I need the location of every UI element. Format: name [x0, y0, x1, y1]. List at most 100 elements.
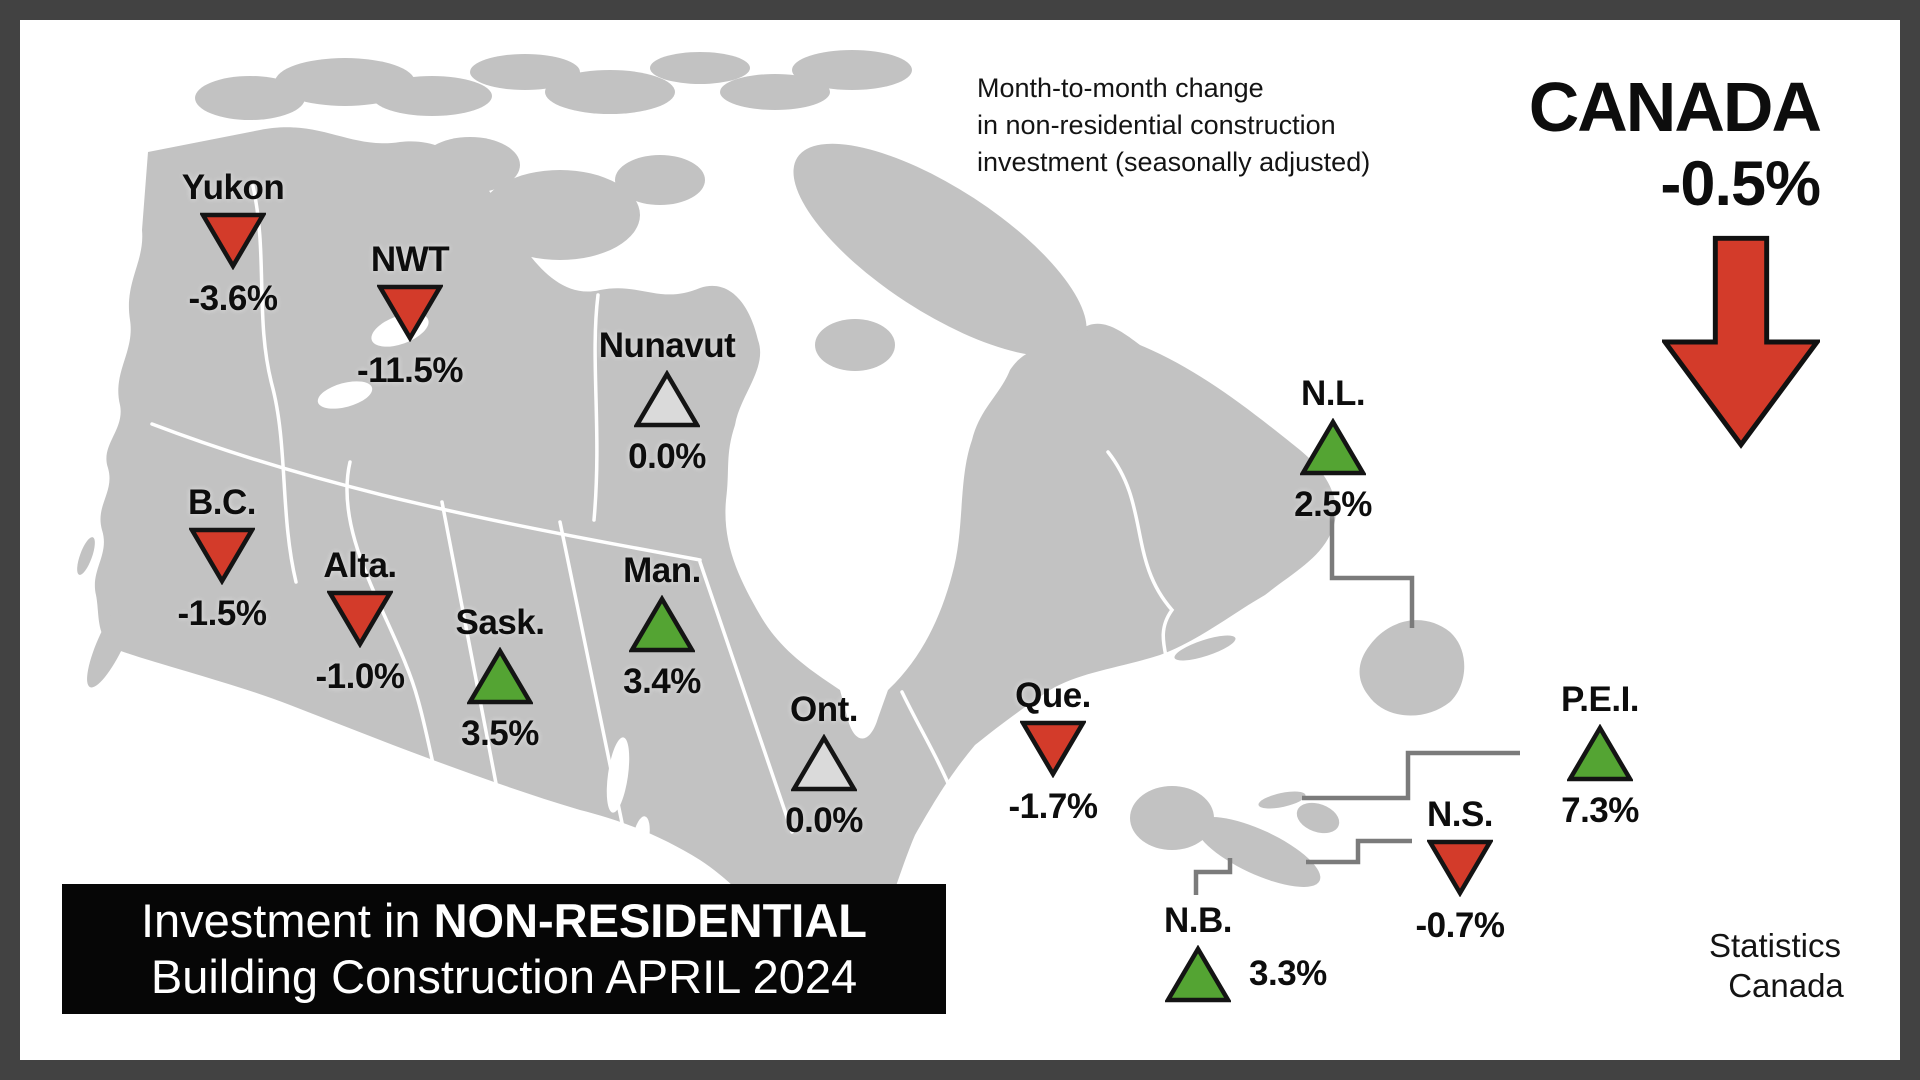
banner-line-2: Building Construction APRIL 2024 [150, 950, 858, 1003]
region-value: -11.5% [357, 351, 463, 390]
ns-leader-line [1306, 838, 1412, 865]
leader-lines [1193, 512, 1520, 895]
arctic-island-shape [650, 52, 750, 84]
arctic-island-shape [372, 76, 492, 116]
arctic-island-shape [720, 74, 830, 110]
pei-island-shape [1258, 791, 1306, 809]
anticosti-island-shape [1174, 635, 1236, 661]
province-borders [150, 184, 1175, 880]
new-brunswick-shape [1130, 786, 1214, 850]
southampton-island-shape [815, 319, 895, 371]
region-marker-yukon: Yukon -3.6% [148, 168, 318, 318]
cape-breton-shape [1296, 802, 1340, 834]
note-line: investment (seasonally adjusted) [977, 147, 1371, 177]
note-line: in non-residential construction [977, 110, 1336, 140]
nl-leader-line [1329, 512, 1415, 628]
victoria-island-shape [480, 170, 640, 260]
canada-down-arrow-icon [1660, 235, 1822, 449]
title-banner: Investment in NON-RESIDENTIAL Building C… [62, 884, 946, 1014]
region-marker-quebec: Que. -1.7% [968, 676, 1138, 826]
region-marker-new-brunswick: N.B. 3.3% [1150, 901, 1370, 1003]
lake-winnipeg-shape [606, 737, 630, 813]
region-label: Que. [1015, 676, 1091, 715]
up-triangle-icon [634, 370, 700, 428]
region-value: -1.5% [177, 594, 267, 633]
region-value: 3.4% [623, 662, 701, 701]
landmass [77, 50, 1465, 1006]
up-triangle-icon [1300, 418, 1366, 476]
nwt-nunavut-border [592, 293, 600, 522]
down-triangle-icon [200, 212, 266, 270]
yukon-nwt-border [251, 184, 298, 584]
region-value: 3.5% [461, 714, 539, 753]
region-marker-manitoba: Man. 3.4% [577, 551, 747, 701]
region-label: B.C. [188, 483, 257, 522]
banner-line-1: Investment in NON-RESIDENTIAL [62, 893, 946, 949]
source-line: Canada [1728, 967, 1844, 1004]
arctic-island-shape [470, 54, 580, 90]
down-triangle-icon [1020, 720, 1086, 778]
newfoundland-shape [1359, 620, 1465, 716]
region-label: N.S. [1426, 795, 1494, 834]
region-value: -1.0% [315, 657, 405, 696]
region-marker-alberta: Alta. -1.0% [275, 546, 445, 696]
up-triangle-icon [1567, 724, 1633, 782]
up-triangle-icon [629, 595, 695, 653]
note-line: Month-to-month change [977, 73, 1264, 103]
region-marker-newfoundland-labrador: N.L. 2.5% [1248, 374, 1418, 524]
region-value: -1.7% [1008, 787, 1098, 826]
haida-gwaii-shape [77, 537, 95, 575]
region-label: Alta. [323, 546, 397, 585]
nb-marker-row: 3.3% [1150, 945, 1370, 1003]
bc-alberta-border [345, 460, 454, 834]
region-marker-ontario: Ont. 0.0% [739, 690, 909, 840]
lake-shape [632, 816, 650, 860]
region-marker-saskatchewan: Sask. 3.5% [415, 603, 585, 753]
arctic-island-shape [545, 70, 675, 114]
region-value: -0.7% [1415, 906, 1505, 945]
canada-value: -0.5% [1660, 149, 1821, 219]
up-triangle-icon [1165, 945, 1231, 1003]
banks-island-shape [420, 137, 520, 193]
region-label: N.L. [1300, 374, 1366, 413]
region-label: Yukon [181, 168, 285, 207]
region-marker-pei: P.E.I. 7.3% [1515, 680, 1685, 830]
map-note: Month-to-month change in non-residential… [977, 70, 1370, 181]
region-value: 7.3% [1561, 791, 1639, 830]
region-label: P.E.I. [1560, 680, 1640, 719]
source-attribution: Statistics Canada [1675, 926, 1875, 1006]
nova-scotia-shape [1195, 817, 1321, 887]
region-label: Nunavut [598, 326, 736, 365]
arctic-island-shape [1023, 317, 1097, 373]
mainland-shape [94, 127, 1336, 1006]
vancouver-island-shape [87, 592, 137, 688]
great-slave-lake-shape [317, 381, 373, 409]
sixtieth-parallel-border [150, 422, 702, 562]
pei-leader-line [1302, 750, 1520, 801]
region-marker-nova-scotia: N.S. -0.7% [1375, 795, 1545, 945]
down-triangle-icon [189, 527, 255, 585]
source-line: Statistics [1708, 927, 1842, 964]
sask-manitoba-border [558, 520, 630, 854]
down-triangle-icon [1427, 839, 1493, 897]
region-value: 0.0% [785, 801, 863, 840]
region-label: Sask. [455, 603, 545, 642]
up-triangle-icon [467, 647, 533, 705]
ontario-quebec-border [900, 690, 980, 880]
region-marker-bc: B.C. -1.5% [137, 483, 307, 633]
region-label: Ont. [790, 690, 858, 729]
down-triangle-icon [327, 590, 393, 648]
manitoba-ontario-border [698, 560, 794, 834]
region-value: 0.0% [628, 437, 706, 476]
region-marker-nwt: NWT -11.5% [325, 240, 495, 390]
quebec-labrador-border [1106, 450, 1175, 694]
arctic-island-shape [792, 50, 912, 90]
baffin-island-shape [793, 143, 1087, 357]
arctic-island-shape [615, 155, 705, 205]
region-value: 2.5% [1294, 485, 1372, 524]
region-label: N.B. [1164, 901, 1233, 940]
banner-line1-regular: Investment in [140, 894, 434, 947]
banner-line1-bold: NON-RESIDENTIAL [433, 894, 868, 947]
